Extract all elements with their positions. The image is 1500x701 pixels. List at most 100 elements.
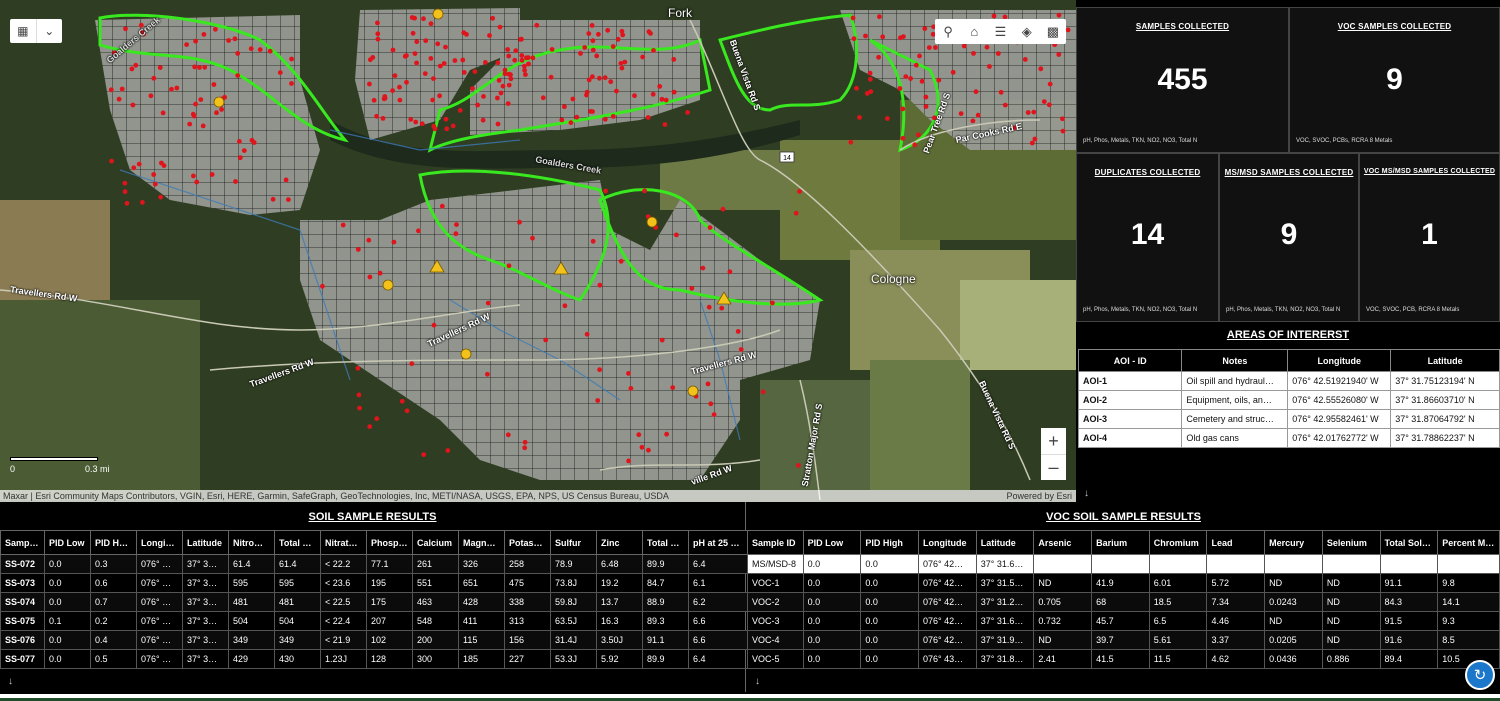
sample-point[interactable] [797,189,802,194]
sample-point[interactable] [248,46,254,52]
column-header[interactable]: Latitude [1390,349,1500,372]
sample-point[interactable] [868,76,873,82]
sample-point[interactable] [854,85,859,91]
sample-point[interactable] [408,117,414,122]
sample-point[interactable] [200,123,206,129]
sample-point[interactable] [480,117,486,123]
sample-point[interactable] [409,361,415,367]
sample-point[interactable] [615,36,621,42]
sample-point[interactable] [670,385,676,390]
sample-point[interactable] [198,97,204,102]
sample-point[interactable] [597,75,602,81]
sample-point[interactable] [590,47,596,53]
sample-point[interactable] [283,177,289,183]
qr-icon[interactable]: ▩ [1046,23,1060,39]
sample-point[interactable] [570,96,576,102]
sample-point[interactable] [158,194,164,200]
sample-point[interactable] [534,22,540,28]
sample-point[interactable] [1032,136,1038,142]
sample-point[interactable] [472,69,478,74]
column-header[interactable]: Calcium [412,530,459,555]
sample-point[interactable] [522,63,527,69]
sample-point[interactable] [618,258,624,264]
sample-point[interactable] [867,70,873,76]
sample-point[interactable] [397,97,403,103]
column-header[interactable]: PID Low [44,530,91,555]
sample-point[interactable] [923,94,929,100]
home-icon[interactable]: ⌂ [970,24,979,39]
sample-point[interactable] [864,91,870,96]
sample-point[interactable] [608,79,614,85]
sample-point[interactable] [130,102,136,108]
sample-point[interactable] [848,139,854,145]
sample-point[interactable] [375,20,380,26]
column-header[interactable]: Chromium [1148,530,1208,555]
sample-point[interactable] [706,304,712,310]
sample-point[interactable] [685,110,690,115]
sample-point[interactable] [912,142,918,148]
sample-point[interactable] [435,41,441,47]
sample-point[interactable] [1011,125,1017,131]
sample-point[interactable] [428,56,434,61]
sample-point[interactable] [421,452,427,457]
sample-point[interactable] [366,237,372,243]
sample-point[interactable] [636,432,642,438]
sample-point[interactable] [711,412,717,417]
column-header[interactable]: Notes [1181,349,1289,372]
sample-point[interactable] [622,59,628,65]
sample-point[interactable] [257,47,263,52]
sample-point[interactable] [1002,14,1008,20]
sample-point[interactable] [610,114,616,119]
sample-point[interactable] [917,53,922,59]
sample-point[interactable] [568,120,574,126]
sample-point[interactable] [357,405,362,411]
sample-point[interactable] [505,432,511,438]
sample-point[interactable] [431,76,436,81]
column-header[interactable]: Barium [1091,530,1150,555]
sample-point[interactable] [932,115,937,121]
sample-point[interactable] [628,386,634,391]
sample-point[interactable] [391,239,397,245]
sample-point[interactable] [530,235,535,241]
sample-point[interactable] [430,97,436,103]
sample-point[interactable] [421,16,426,22]
column-header[interactable]: AOI - ID [1077,349,1183,372]
sample-point[interactable] [124,200,130,206]
sample-point[interactable] [903,74,909,79]
sample-point[interactable] [197,65,202,70]
table-row[interactable]: SS-076 0.0 0.4 076° … 37° 3… 349 349 < 21.9 102 2… [0,630,751,650]
table-row[interactable]: AOI-3 Cemetery and struc… 076° 42.95582461… [1077,409,1500,429]
download-icon[interactable]: ↓ [755,676,760,687]
sample-point[interactable] [639,444,645,450]
download-icon[interactable]: ↓ [8,676,13,687]
sample-point[interactable] [320,283,325,289]
sample-point[interactable] [926,45,932,50]
column-header[interactable]: Percent M… [1437,530,1500,555]
sample-point[interactable] [1038,66,1044,72]
sample-point[interactable] [404,53,409,58]
sample-point[interactable] [877,14,882,20]
sample-point[interactable] [933,45,938,50]
sample-point[interactable] [481,94,486,99]
sample-point[interactable] [708,401,714,407]
sample-point[interactable] [454,222,459,228]
sample-point[interactable] [213,26,218,32]
column-header[interactable]: Phosp… [366,530,413,555]
sample-point[interactable] [235,51,241,56]
sample-point[interactable] [222,94,228,100]
sample-point[interactable] [414,39,420,45]
sample-point[interactable] [367,57,373,63]
sample-point[interactable] [930,31,936,37]
table-row[interactable]: SS-072 0.0 0.3 076° … 37° 3… 61.4 61.4 < 22.2 77… [0,554,751,574]
sample-point[interactable] [432,126,438,132]
sample-point[interactable] [1031,109,1037,115]
column-header[interactable]: PID H… [90,530,137,555]
sample-point[interactable] [659,337,665,343]
sample-point[interactable] [662,122,668,127]
sample-point[interactable] [289,56,294,62]
sample-point[interactable] [975,112,981,118]
sample-point[interactable] [574,114,580,120]
sample-point[interactable] [506,82,512,88]
sample-point[interactable] [970,118,976,124]
sample-point[interactable] [559,117,565,123]
